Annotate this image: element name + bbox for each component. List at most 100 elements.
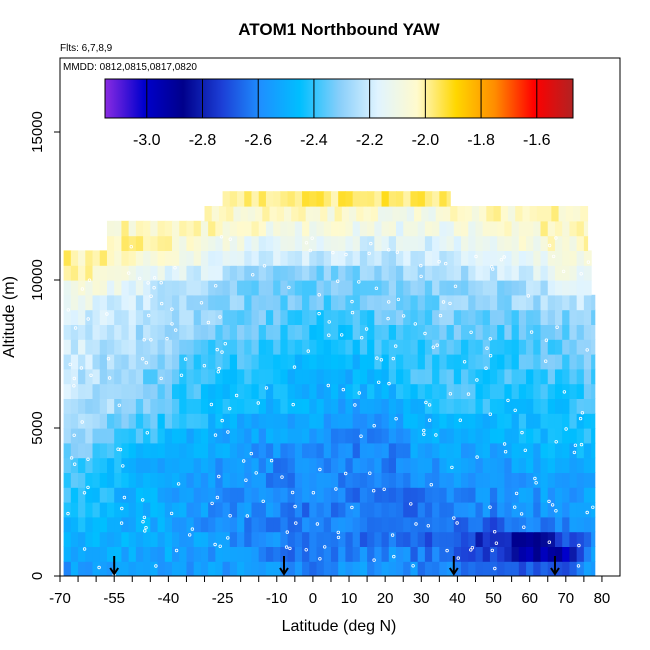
colorbar-tick-label: -2.6 <box>244 132 272 149</box>
heatmap-cell <box>468 487 477 503</box>
heatmap-cell <box>396 442 404 459</box>
sample-point <box>554 236 558 240</box>
heatmap-cell <box>294 531 303 547</box>
heatmap-cell <box>273 265 281 281</box>
sample-point <box>170 307 174 311</box>
heatmap-cell <box>468 472 477 488</box>
heatmap-cell <box>468 339 477 355</box>
heatmap-cell <box>265 368 274 385</box>
heatmap-cell <box>273 294 281 311</box>
heatmap-cell <box>432 191 440 207</box>
sample-point <box>120 506 124 511</box>
heatmap-cell <box>172 324 180 340</box>
sample-point <box>280 475 284 479</box>
sample-point <box>494 541 499 545</box>
heatmap-cell <box>583 428 592 444</box>
chart-title: ATOM1 Northbound YAW <box>238 20 440 39</box>
heatmap-cell <box>338 265 347 281</box>
sample-point <box>374 286 379 290</box>
heatmap-cell <box>576 561 585 576</box>
sample-point <box>513 505 517 509</box>
heatmap-cell <box>403 428 412 444</box>
heatmap-cell <box>114 413 123 429</box>
heatmap-cell <box>280 324 289 340</box>
sample-point <box>488 412 492 416</box>
heatmap-cell <box>417 220 426 237</box>
heatmap-cell <box>265 324 274 340</box>
heatmap-cell <box>215 339 224 355</box>
heatmap-cell <box>320 206 328 222</box>
heatmap-cell <box>85 383 94 399</box>
heatmap-cell <box>215 428 224 444</box>
heatmap-cell <box>200 546 209 562</box>
heatmap-cell <box>352 398 361 414</box>
heatmap-cell <box>396 191 404 207</box>
heatmap-cell <box>143 294 151 311</box>
heatmap-cell <box>518 294 527 311</box>
sample-point <box>144 361 148 365</box>
heatmap-cell <box>78 487 86 503</box>
heatmap-cell <box>576 220 585 237</box>
heatmap-cell <box>562 531 571 547</box>
heatmap-cell <box>135 428 144 444</box>
heatmap-cell <box>280 502 289 518</box>
heatmap-cell <box>157 398 166 414</box>
heatmap-cell <box>251 516 260 533</box>
heatmap-cell <box>143 561 151 576</box>
heatmap-cell <box>461 309 469 325</box>
heatmap-cell <box>526 531 534 547</box>
heatmap-cell <box>302 428 310 444</box>
heatmap-cell <box>540 487 549 503</box>
heatmap-cell <box>367 339 375 355</box>
heatmap-cell <box>280 398 289 414</box>
heatmap-cell <box>432 265 440 281</box>
heatmap-cell <box>562 265 571 281</box>
heatmap-cell <box>554 398 563 414</box>
heatmap-cell <box>330 442 339 459</box>
heatmap-cell <box>359 235 368 251</box>
heatmap-cell <box>85 442 94 459</box>
heatmap-cell <box>461 413 469 429</box>
colorbar-frame <box>104 78 574 119</box>
sample-point <box>448 301 452 306</box>
heatmap-cell <box>518 235 527 251</box>
heatmap-cell <box>78 339 86 355</box>
heatmap-cell <box>172 546 180 562</box>
heatmap-cell <box>403 220 412 237</box>
heatmap-cell <box>482 413 491 429</box>
sample-point <box>311 491 316 495</box>
heatmap-cell <box>583 280 592 296</box>
heatmap-cell <box>591 561 596 576</box>
heatmap-cell <box>85 398 94 414</box>
heatmap-cell <box>323 220 332 237</box>
heatmap-cell <box>446 383 455 399</box>
heatmap-cell <box>410 472 419 488</box>
heatmap-cell <box>128 472 137 488</box>
heatmap-cell <box>432 428 440 444</box>
heatmap-cell <box>576 309 585 325</box>
heatmap-cell <box>273 516 281 533</box>
heatmap-cell <box>359 265 368 281</box>
sample-point <box>291 402 295 407</box>
heatmap-cell <box>554 442 563 459</box>
heatmap-cell <box>475 354 484 370</box>
heatmap-cell <box>424 383 433 399</box>
sample-point <box>317 311 321 316</box>
heatmap-cell <box>302 191 310 207</box>
sample-point <box>215 347 219 352</box>
heatmap-cell <box>446 220 455 237</box>
heatmap-cell <box>403 324 412 340</box>
heatmap-cell <box>247 206 256 222</box>
heatmap-cell <box>215 413 224 429</box>
heatmap-cell <box>396 413 404 429</box>
heatmap-cell <box>396 354 404 370</box>
heatmap-cell <box>106 502 115 518</box>
heatmap-cell <box>70 516 79 533</box>
heatmap-cell <box>345 220 354 237</box>
heatmap-cell <box>294 383 303 399</box>
sample-point <box>137 276 142 281</box>
heatmap-cell <box>381 472 390 488</box>
heatmap-cell <box>345 265 354 281</box>
heatmap-cell <box>302 383 310 399</box>
heatmap-cell <box>280 457 289 473</box>
